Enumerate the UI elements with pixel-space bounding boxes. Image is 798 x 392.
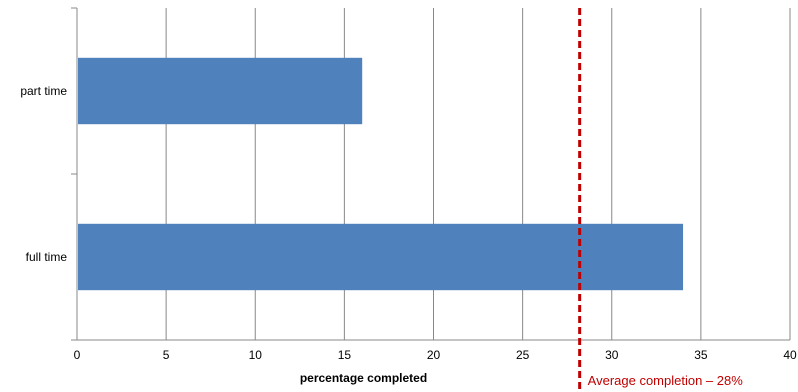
- x-tick-label: 30: [605, 348, 619, 362]
- axis-layer: 0 5 10 15 20 25 30 35 40 part time full time: [20, 7, 797, 362]
- x-tick-label: 20: [427, 348, 441, 362]
- bar-layer: [78, 57, 684, 291]
- x-tick-label: 25: [516, 348, 530, 362]
- category-label: full time: [26, 250, 68, 264]
- category-label: part time: [20, 84, 67, 98]
- x-tick-label: 0: [74, 348, 81, 362]
- reference-line-label: Average completion – 28%: [588, 373, 744, 388]
- x-tick-label: 35: [694, 348, 708, 362]
- x-tick-label: 15: [338, 348, 352, 362]
- x-tick-label: 10: [249, 348, 263, 362]
- bar-part-time: [78, 57, 363, 125]
- x-axis-title: percentage completed: [300, 371, 427, 385]
- bar-full-time: [78, 223, 684, 291]
- x-tick-label: 40: [783, 348, 797, 362]
- x-tick-label: 5: [163, 348, 170, 362]
